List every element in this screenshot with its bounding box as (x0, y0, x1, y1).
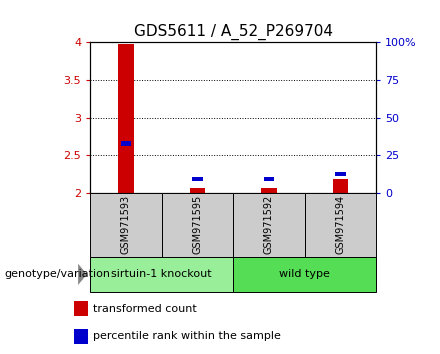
Text: GSM971592: GSM971592 (264, 195, 274, 255)
Text: transformed count: transformed count (93, 304, 197, 314)
Bar (333, 179, 348, 193)
Text: GSM971595: GSM971595 (192, 195, 202, 255)
Bar (121, 141, 131, 145)
Bar (74, 329, 88, 344)
Bar (233, 257, 376, 292)
Text: wild type: wild type (279, 269, 330, 279)
Bar (118, 44, 134, 193)
Bar (335, 172, 346, 176)
Bar (192, 177, 203, 181)
Text: sirtuin-1 knockout: sirtuin-1 knockout (111, 269, 212, 279)
Bar (233, 193, 305, 257)
Polygon shape (78, 264, 87, 285)
Text: GSM971593: GSM971593 (121, 195, 131, 255)
Text: genotype/variation: genotype/variation (4, 269, 110, 279)
Title: GDS5611 / A_52_P269704: GDS5611 / A_52_P269704 (134, 23, 333, 40)
Bar (264, 177, 274, 181)
Bar (90, 193, 162, 257)
Bar (190, 188, 205, 193)
Bar (74, 301, 88, 316)
Bar (261, 188, 277, 193)
Bar (305, 193, 376, 257)
Text: percentile rank within the sample: percentile rank within the sample (93, 331, 281, 341)
Bar (90, 257, 233, 292)
Text: GSM971594: GSM971594 (335, 195, 345, 255)
Bar (162, 193, 233, 257)
